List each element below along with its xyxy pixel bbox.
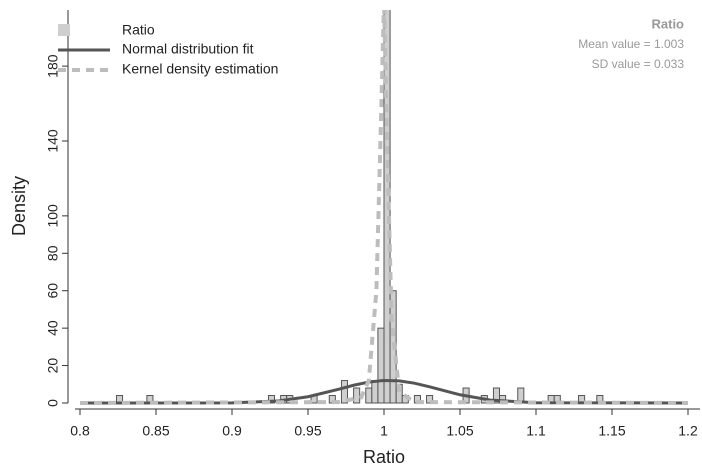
- density-line: [79, 378, 689, 405]
- histogram-bar: [426, 395, 434, 404]
- histogram-bar: [371, 380, 379, 404]
- x-axis-title: Ratio: [363, 447, 405, 467]
- x-tick-label: 0.95: [294, 423, 321, 439]
- y-tick-label: 0: [45, 399, 61, 407]
- y-tick-label: 60: [45, 283, 61, 299]
- legend-label: Kernel density estimation: [122, 61, 278, 77]
- stats-title: Ratio: [652, 16, 685, 31]
- histogram-bar: [377, 327, 385, 404]
- y-axis-title: Density: [9, 176, 29, 236]
- x-tick-label: 1.05: [446, 423, 473, 439]
- histogram-bar: [267, 395, 276, 404]
- x-tick-label: 1: [380, 423, 388, 439]
- legend: Ratio Normal distribution fit Kernel densi…: [58, 22, 278, 77]
- stats-sd: SD value = 0.033: [592, 57, 685, 71]
- histogram-bar: [383, 10, 391, 404]
- x-tick-label: 1.15: [598, 423, 625, 439]
- x-tick-label: 0.8: [70, 423, 90, 439]
- y-tick-label: 180: [45, 54, 61, 78]
- x-tick-label: 1.2: [678, 423, 698, 439]
- plot-area: [79, 10, 689, 405]
- y-tick-label: 20: [45, 358, 61, 374]
- legend-label: Normal distribution fit: [122, 41, 254, 57]
- x-tick-label: 0.9: [222, 423, 242, 439]
- y-tick-label: 80: [45, 245, 61, 261]
- legend-label: Ratio: [122, 22, 155, 38]
- density-line: [79, 10, 689, 405]
- histogram-bar: [340, 380, 349, 404]
- legend-swatch: [58, 24, 70, 36]
- stats-mean: Mean value = 1.003: [578, 37, 684, 51]
- x-tick-label: 0.85: [142, 423, 169, 439]
- x-tick-label: 1.1: [526, 423, 546, 439]
- y-tick-label: 40: [45, 320, 61, 336]
- y-tick-label: 100: [45, 204, 61, 228]
- y-tick-label: 140: [45, 129, 61, 153]
- histogram-bar: [365, 387, 373, 404]
- histogram-bar: [353, 387, 361, 404]
